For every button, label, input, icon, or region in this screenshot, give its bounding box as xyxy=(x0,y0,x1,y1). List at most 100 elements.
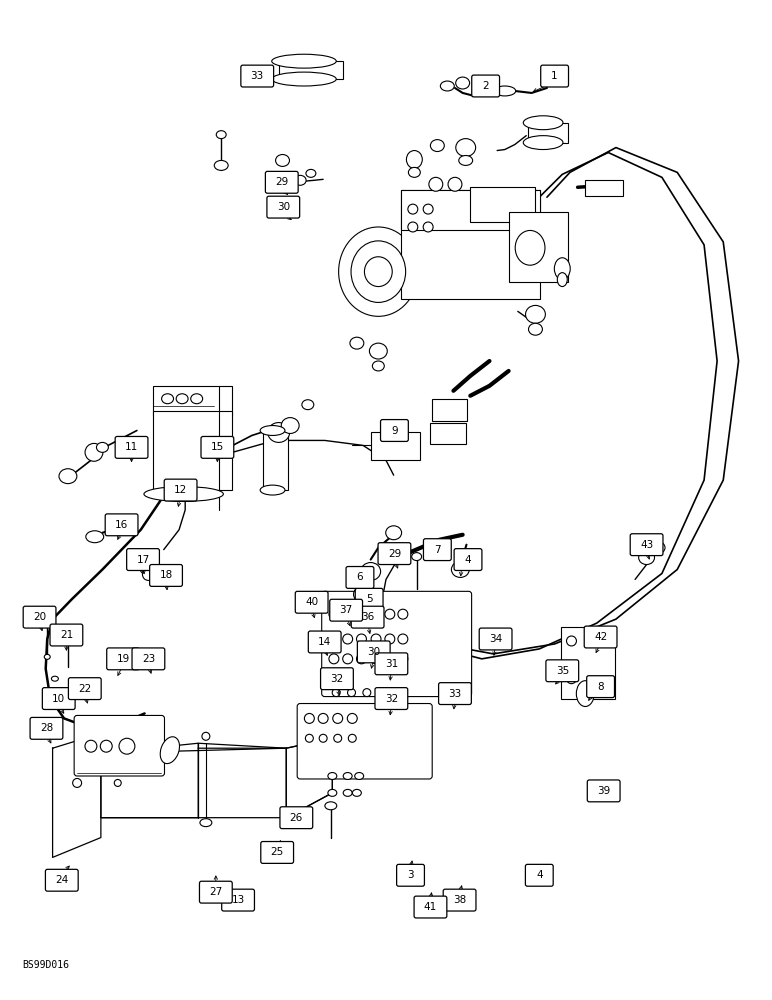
Bar xyxy=(431,423,466,444)
Ellipse shape xyxy=(347,689,355,697)
FancyBboxPatch shape xyxy=(164,479,197,501)
Text: 30: 30 xyxy=(367,647,381,657)
FancyBboxPatch shape xyxy=(320,668,354,690)
FancyBboxPatch shape xyxy=(267,196,300,218)
Text: 19: 19 xyxy=(117,654,130,664)
FancyBboxPatch shape xyxy=(42,688,75,709)
Ellipse shape xyxy=(272,54,337,68)
Ellipse shape xyxy=(64,631,71,637)
FancyBboxPatch shape xyxy=(438,683,472,705)
Text: 12: 12 xyxy=(174,485,188,495)
Ellipse shape xyxy=(354,587,370,602)
FancyBboxPatch shape xyxy=(587,676,615,698)
Ellipse shape xyxy=(408,204,418,214)
Text: 4: 4 xyxy=(536,870,543,880)
Ellipse shape xyxy=(143,569,154,580)
Ellipse shape xyxy=(448,177,462,191)
FancyBboxPatch shape xyxy=(587,780,620,802)
Ellipse shape xyxy=(43,613,51,619)
Ellipse shape xyxy=(357,634,367,644)
FancyBboxPatch shape xyxy=(261,842,293,863)
Text: 28: 28 xyxy=(40,723,53,733)
Ellipse shape xyxy=(423,222,433,232)
Ellipse shape xyxy=(406,151,422,168)
FancyBboxPatch shape xyxy=(280,807,313,829)
Text: 27: 27 xyxy=(209,887,222,897)
Bar xyxy=(401,190,540,299)
Ellipse shape xyxy=(268,423,290,442)
Text: 38: 38 xyxy=(453,895,466,905)
Ellipse shape xyxy=(215,160,229,170)
Ellipse shape xyxy=(304,713,314,723)
Ellipse shape xyxy=(158,573,172,585)
Bar xyxy=(153,386,232,416)
FancyBboxPatch shape xyxy=(107,648,140,670)
Text: 35: 35 xyxy=(556,666,569,676)
Ellipse shape xyxy=(73,778,82,787)
Ellipse shape xyxy=(408,222,418,232)
Text: 13: 13 xyxy=(232,895,245,905)
Text: 20: 20 xyxy=(33,612,46,622)
FancyBboxPatch shape xyxy=(378,543,411,565)
Ellipse shape xyxy=(63,691,69,696)
Text: 2: 2 xyxy=(482,81,489,91)
Ellipse shape xyxy=(385,609,394,619)
Ellipse shape xyxy=(161,737,180,764)
Text: 3: 3 xyxy=(407,870,414,880)
Ellipse shape xyxy=(567,636,577,646)
Ellipse shape xyxy=(176,394,188,404)
Ellipse shape xyxy=(386,526,401,540)
Ellipse shape xyxy=(394,689,401,697)
Ellipse shape xyxy=(638,551,655,565)
Ellipse shape xyxy=(577,681,594,707)
FancyBboxPatch shape xyxy=(472,75,499,97)
Ellipse shape xyxy=(52,676,59,681)
Ellipse shape xyxy=(306,734,313,742)
Ellipse shape xyxy=(272,72,337,86)
Ellipse shape xyxy=(411,553,422,561)
Ellipse shape xyxy=(100,740,112,752)
FancyBboxPatch shape xyxy=(357,641,390,663)
Ellipse shape xyxy=(357,609,367,619)
Ellipse shape xyxy=(455,77,469,89)
FancyBboxPatch shape xyxy=(443,889,476,911)
Text: BS99D016: BS99D016 xyxy=(22,960,69,970)
Ellipse shape xyxy=(343,634,353,644)
Ellipse shape xyxy=(328,789,337,796)
FancyBboxPatch shape xyxy=(115,436,148,458)
FancyBboxPatch shape xyxy=(630,534,663,556)
Ellipse shape xyxy=(408,167,420,177)
FancyBboxPatch shape xyxy=(454,549,482,570)
Ellipse shape xyxy=(59,469,77,484)
FancyBboxPatch shape xyxy=(74,715,164,776)
Bar xyxy=(432,399,467,421)
Text: 29: 29 xyxy=(275,177,289,187)
Text: 32: 32 xyxy=(384,694,398,704)
FancyBboxPatch shape xyxy=(295,591,328,613)
Text: 30: 30 xyxy=(276,202,290,212)
Ellipse shape xyxy=(200,819,212,827)
FancyBboxPatch shape xyxy=(346,567,374,588)
Ellipse shape xyxy=(385,634,394,644)
Ellipse shape xyxy=(494,86,516,96)
Bar xyxy=(371,432,420,460)
Ellipse shape xyxy=(452,562,469,577)
FancyBboxPatch shape xyxy=(266,171,298,193)
Bar xyxy=(279,61,344,79)
Text: 36: 36 xyxy=(361,612,374,622)
Text: 15: 15 xyxy=(211,442,224,452)
FancyBboxPatch shape xyxy=(381,420,408,441)
Bar xyxy=(470,187,535,222)
Ellipse shape xyxy=(440,81,454,91)
FancyBboxPatch shape xyxy=(584,626,617,648)
FancyBboxPatch shape xyxy=(30,717,63,739)
Ellipse shape xyxy=(526,305,545,323)
Text: 37: 37 xyxy=(340,605,353,615)
Text: 31: 31 xyxy=(384,659,398,669)
Ellipse shape xyxy=(85,740,96,752)
Ellipse shape xyxy=(459,155,472,165)
Ellipse shape xyxy=(329,609,339,619)
Text: 24: 24 xyxy=(55,875,69,885)
Ellipse shape xyxy=(352,789,361,796)
Ellipse shape xyxy=(348,734,356,742)
